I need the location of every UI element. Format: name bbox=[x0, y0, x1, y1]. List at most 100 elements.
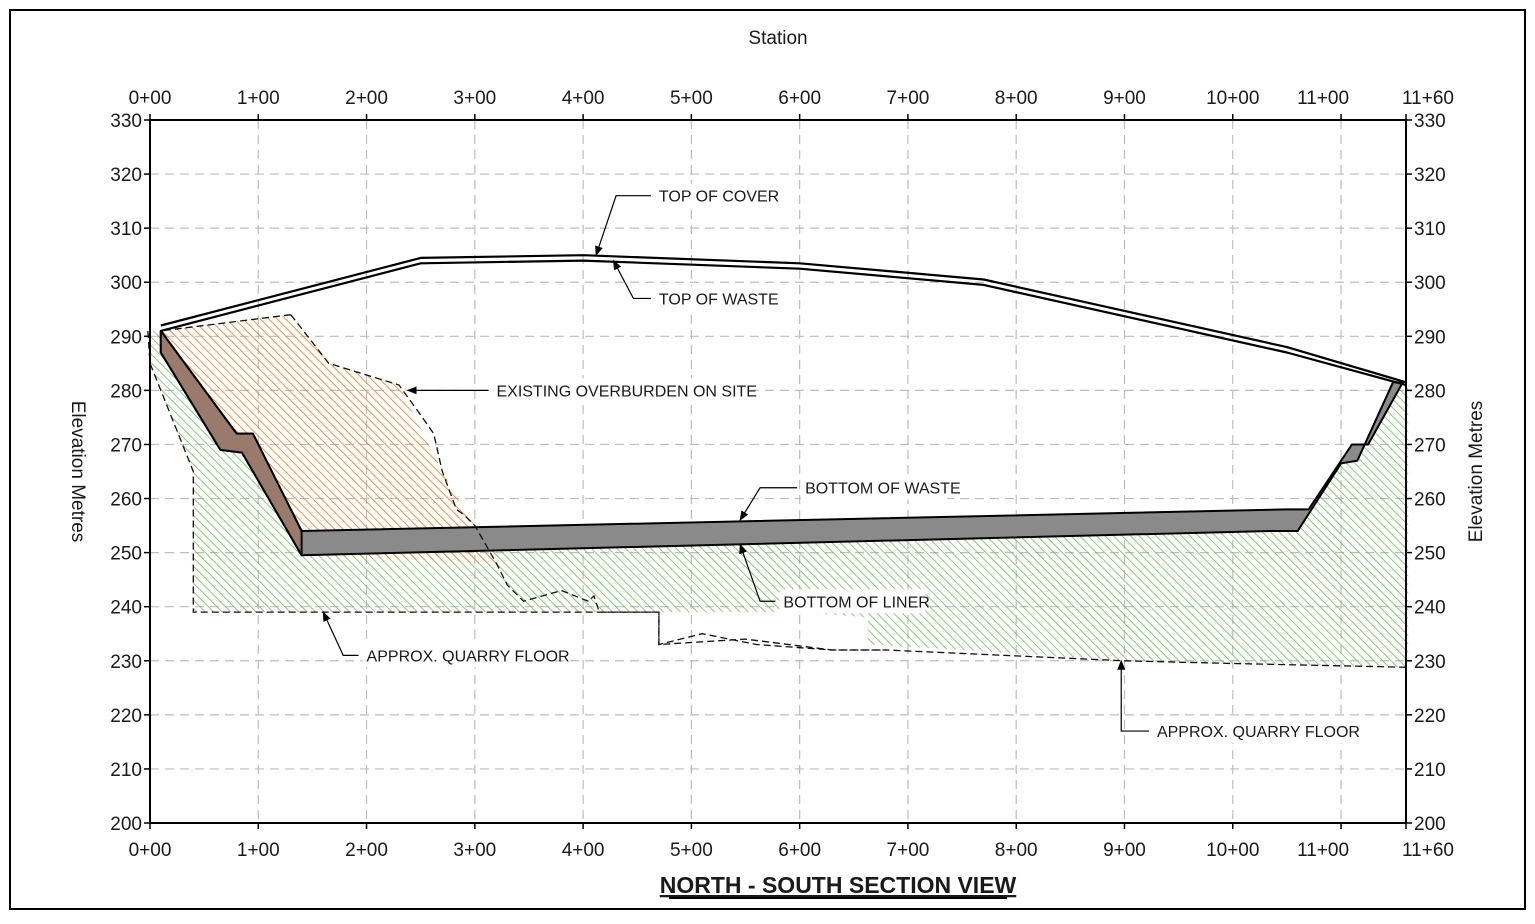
x-tick-label-top: 1+00 bbox=[237, 88, 280, 109]
annotations: TOP OF COVER TOP OF WASTE EXISTING OVERBUR… bbox=[322, 183, 1360, 744]
annotation: TOP OF COVER bbox=[595, 183, 779, 257]
annotation: BOTTOM OF WASTE bbox=[739, 475, 961, 522]
x-tick-label-top: 4+00 bbox=[562, 88, 605, 109]
material-fills bbox=[147, 314, 1409, 668]
quarry-rock-fill bbox=[147, 330, 1409, 668]
y-tick-label-left: 280 bbox=[110, 381, 142, 402]
y-tick-label-left: 320 bbox=[110, 165, 142, 186]
y-tick-label-left: 240 bbox=[110, 598, 142, 619]
y-tick-label-right: 320 bbox=[1414, 165, 1446, 186]
annotation-label: BOTTOM OF WASTE bbox=[805, 481, 961, 498]
y-tick-label-left: 270 bbox=[110, 435, 142, 456]
y-tick-label-right: 330 bbox=[1414, 111, 1446, 132]
y-tick-label-left: 220 bbox=[110, 706, 142, 727]
y-tick-label-right: 260 bbox=[1414, 490, 1446, 511]
annotation-label-bg bbox=[362, 643, 555, 668]
annotation-label-bg bbox=[779, 589, 926, 614]
y-tick-label-left: 310 bbox=[110, 219, 142, 240]
x-tick-label-bottom: 11+60 bbox=[1402, 840, 1454, 861]
y-tick-label-left: 230 bbox=[110, 652, 142, 673]
y-tick-label-right: 270 bbox=[1414, 435, 1446, 456]
annotation-leader bbox=[322, 611, 359, 656]
y-tick-label-left: 260 bbox=[110, 490, 142, 511]
annotation-label-bg bbox=[1152, 719, 1345, 744]
axis-ticks: 0+00 0+00 1+00 1+00 2+00 2+00 3+00 3+00 4+00 4+00… bbox=[110, 88, 1454, 861]
x-tick-label-bottom: 0+00 bbox=[129, 840, 172, 861]
annotation-label-bg bbox=[801, 475, 948, 500]
x-tick-label-bottom: 9+00 bbox=[1103, 840, 1146, 861]
annotation-leader bbox=[595, 195, 651, 257]
plot-area-frame bbox=[149, 119, 1407, 824]
annotation-leader bbox=[739, 487, 798, 522]
y-tick-label-right: 240 bbox=[1414, 598, 1446, 619]
annotation: BOTTOM OF LINER bbox=[739, 543, 930, 614]
x-axis-title: Station bbox=[748, 28, 807, 49]
x-tick-label-bottom: 7+00 bbox=[887, 840, 930, 861]
x-tick-label-bottom: 11+00 bbox=[1297, 840, 1349, 861]
x-tick-label-top: 3+00 bbox=[453, 88, 496, 109]
x-tick-label-top: 10+00 bbox=[1206, 88, 1259, 109]
annotation-label: TOP OF WASTE bbox=[659, 291, 779, 308]
y-tick-label-right: 310 bbox=[1414, 219, 1446, 240]
x-tick-label-bottom: 4+00 bbox=[562, 840, 605, 861]
annotation-leader bbox=[739, 543, 776, 602]
x-tick-label-top: 2+00 bbox=[345, 88, 388, 109]
annotation-leader bbox=[612, 259, 651, 300]
overburden-edge-line bbox=[290, 314, 887, 651]
annotation-label-bg bbox=[654, 286, 774, 311]
x-tick-label-top: 6+00 bbox=[778, 88, 821, 109]
annotation-label: EXISTING OVERBURDEN ON SITE bbox=[496, 383, 756, 400]
annotation: EXISTING OVERBURDEN ON SITE bbox=[406, 378, 757, 403]
x-tick-label-top: 11+60 bbox=[1402, 88, 1454, 109]
x-tick-label-top: 11+00 bbox=[1297, 88, 1349, 109]
x-tick-label-top: 9+00 bbox=[1103, 88, 1146, 109]
existing-ground-line bbox=[147, 330, 1409, 668]
y-tick-label-left: 250 bbox=[110, 544, 142, 565]
x-tick-label-bottom: 8+00 bbox=[995, 840, 1038, 861]
x-tick-label-bottom: 1+00 bbox=[237, 840, 280, 861]
y-tick-label-left: 200 bbox=[110, 814, 142, 835]
y-tick-label-left: 290 bbox=[110, 327, 142, 348]
annotation-label: BOTTOM OF LINER bbox=[783, 594, 929, 611]
outer-border bbox=[9, 9, 1526, 910]
y-tick-label-right: 220 bbox=[1414, 706, 1446, 727]
annotation-label: TOP OF COVER bbox=[659, 189, 779, 206]
annotation: APPROX. QUARRY FLOOR bbox=[1117, 659, 1360, 744]
annotation: TOP OF WASTE bbox=[612, 259, 779, 311]
y-tick-label-right: 210 bbox=[1414, 760, 1446, 781]
x-tick-label-top: 8+00 bbox=[995, 88, 1038, 109]
x-tick-label-bottom: 10+00 bbox=[1206, 840, 1259, 861]
y-axis-title-right: Elevation Metres bbox=[1466, 401, 1487, 543]
overburden-fill bbox=[160, 314, 497, 564]
y-axis-title-left: Elevation Metres bbox=[67, 401, 88, 543]
view-title: NORTH - SOUTH SECTION VIEW bbox=[660, 872, 1017, 898]
x-tick-label-bottom: 6+00 bbox=[778, 840, 821, 861]
annotation-leader bbox=[1117, 659, 1149, 732]
x-tick-label-bottom: 3+00 bbox=[453, 840, 496, 861]
liner-left-slope bbox=[159, 329, 303, 557]
y-tick-label-right: 280 bbox=[1414, 381, 1446, 402]
y-tick-label-right: 230 bbox=[1414, 652, 1446, 673]
annotation: APPROX. QUARRY FLOOR bbox=[322, 611, 570, 668]
x-tick-label-top: 5+00 bbox=[670, 88, 713, 109]
y-tick-label-left: 300 bbox=[110, 273, 142, 294]
x-tick-label-top: 7+00 bbox=[887, 88, 930, 109]
annotation-label: APPROX. QUARRY FLOOR bbox=[367, 648, 570, 665]
x-tick-label-bottom: 2+00 bbox=[345, 840, 388, 861]
annotation-label-bg bbox=[654, 183, 774, 208]
y-tick-label-right: 290 bbox=[1414, 327, 1446, 348]
y-tick-label-left: 210 bbox=[110, 760, 142, 781]
top-of-cover-line bbox=[160, 254, 1407, 384]
annotation-label-bg bbox=[492, 378, 749, 403]
y-tick-label-right: 200 bbox=[1414, 814, 1446, 835]
profile-lines bbox=[147, 254, 1409, 668]
annotation-label: APPROX. QUARRY FLOOR bbox=[1157, 724, 1360, 741]
y-tick-label-right: 250 bbox=[1414, 544, 1446, 565]
top-of-waste-line bbox=[160, 259, 1407, 387]
x-tick-label-top: 0+00 bbox=[129, 88, 172, 109]
y-tick-label-left: 330 bbox=[110, 111, 142, 132]
x-tick-label-bottom: 5+00 bbox=[670, 840, 713, 861]
y-tick-label-right: 300 bbox=[1414, 273, 1446, 294]
